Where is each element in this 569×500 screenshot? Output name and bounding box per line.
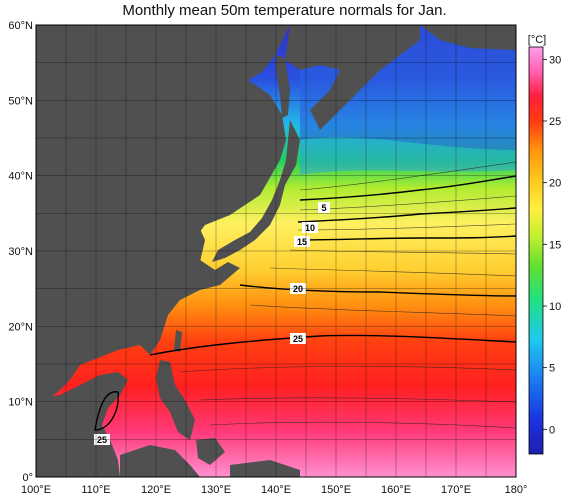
map-frame — [35, 24, 517, 478]
longitude-tick-label: 120°E — [141, 484, 171, 496]
longitude-tick-label: 100°E — [21, 484, 51, 496]
map-title: Monthly mean 50m temperature normals for… — [122, 2, 447, 19]
longitude-tick-label: 140°E — [261, 484, 291, 496]
longitude-tick-label: 160°E — [381, 484, 411, 496]
colorbar-tick-label: 0 — [549, 424, 555, 436]
land-asia — [36, 25, 290, 405]
land-philippines — [156, 360, 195, 440]
colorbar-tick-label: 10 — [549, 301, 561, 313]
land-japan — [212, 120, 300, 262]
latitude-axis: 0° 10°N 20°N 30°N 40°N 50°N 60°N — [8, 20, 33, 484]
latitude-tick-label: 50°N — [8, 95, 33, 107]
land-siberia — [285, 25, 420, 130]
isotherm-lines — [94, 175, 516, 431]
colorbar-tick-label: 5 — [549, 363, 555, 375]
longitude-axis: 100°E 110°E 120°E 130°E 140°E 150°E 160°E 170°E… — [21, 484, 527, 496]
longitude-tick-label: 150°E — [321, 484, 351, 496]
longitude-tick-label: 110°E — [81, 484, 110, 496]
colorbar-tick-label: 25 — [549, 116, 561, 128]
latitude-tick-label: 30°N — [8, 246, 33, 258]
colorbar-tick-label: 20 — [549, 178, 561, 190]
isotherm-label: 15 — [297, 237, 307, 247]
colorbar-ticks: 0 5 10 15 20 25 30 — [543, 54, 561, 436]
isotherm-label: 25 — [293, 334, 303, 344]
map-plot-area: 5 10 15 20 25 25 — [36, 25, 516, 477]
map-grid — [36, 25, 516, 477]
latitude-tick-label: 60°N — [8, 20, 33, 32]
latitude-tick-label: 0° — [22, 472, 33, 484]
latitude-tick-label: 20°N — [8, 321, 33, 333]
longitude-tick-label: 130°E — [201, 484, 231, 496]
colorbar — [528, 46, 544, 455]
isotherm-label: 10 — [305, 223, 315, 233]
longitude-tick-label: 170°E — [441, 484, 471, 496]
colorbar-tick-label: 30 — [549, 54, 561, 66]
latitude-tick-label: 10°N — [8, 397, 33, 409]
isotherm-label: 5 — [321, 203, 326, 213]
latitude-tick-label: 40°N — [8, 171, 33, 183]
colorbar-tick-label: 15 — [549, 239, 561, 251]
isotherm-label: 25 — [97, 435, 107, 445]
isotherm-label: 20 — [293, 284, 303, 294]
colorbar-unit: [°C] — [528, 34, 546, 46]
longitude-tick-label: 180° — [505, 484, 528, 496]
